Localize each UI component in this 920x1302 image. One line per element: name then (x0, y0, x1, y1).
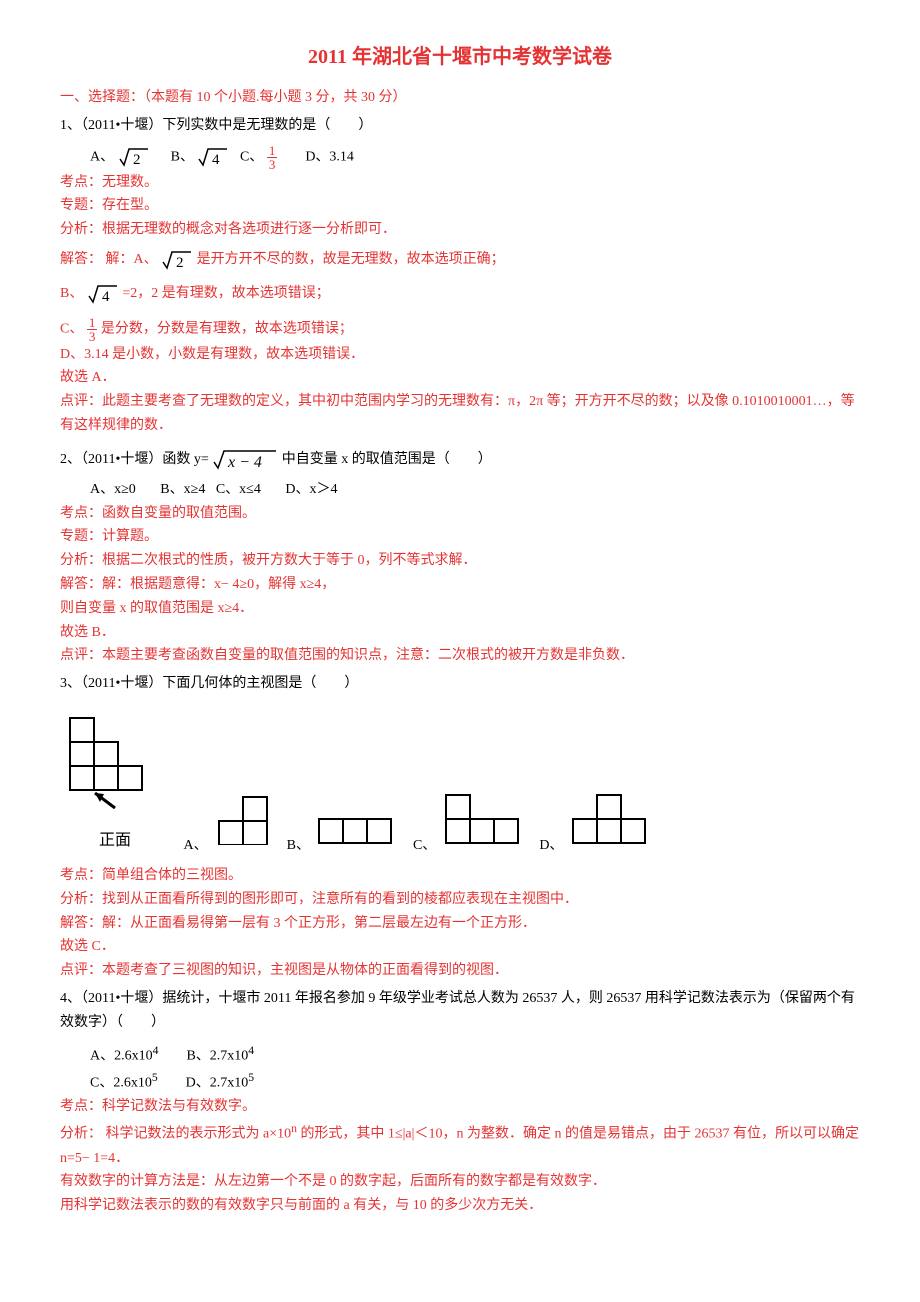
sqrt2-symbol: 2 (118, 146, 150, 168)
q3-optD-fig (569, 791, 653, 854)
q1-ans-b-prefix: B、 (60, 286, 83, 301)
q2-stem-pre: 2、（2011•十堰）函数 y= (60, 452, 209, 467)
label-type: 专题： (60, 198, 102, 213)
q1-options: A、 2 B、 4 C、 1 3 D、3.14 (90, 144, 860, 171)
q4-optA: A、2.6x10 (90, 1048, 153, 1063)
q2-label-topic: 考点： (60, 506, 102, 521)
q1-ans-b-text: =2，2 是有理数，故本选项错误； (122, 286, 329, 301)
sqrt2-ans: 2 (161, 249, 193, 271)
q3-label-comment: 点评： (60, 963, 102, 978)
q4-optC: C、2.6x10 (90, 1076, 152, 1091)
frac-den-ans: 3 (87, 330, 98, 343)
q4-label-topic: 考点： (60, 1099, 102, 1114)
label-topic: 考点： (60, 175, 102, 190)
q3-optA-label: A、 (184, 838, 208, 853)
q4-label-analysis: 分析： (60, 1127, 102, 1142)
q2-optC: C、x≤4 (216, 482, 261, 497)
q4-optB: B、2.7x10 (186, 1048, 248, 1063)
q1-ans-c-prefix: C、 (60, 321, 83, 336)
front-label: 正面 (60, 827, 170, 854)
sqrt2-radicand: 2 (133, 152, 141, 168)
q4-options: A、2.6x104 B、2.7x104 C、2.6x105 D、2.7x105 (90, 1041, 860, 1096)
frac-num: 1 (267, 144, 278, 158)
q1-ans-a-text: 是开方开不尽的数，故是无理数，故本选项正确； (197, 252, 505, 267)
q2-label-type: 专题： (60, 529, 102, 544)
q4-optA-sup: 4 (153, 1044, 159, 1057)
svg-text:4: 4 (102, 289, 110, 305)
q1-comment: 此题主要考查了无理数的定义，其中初中范围内学习的无理数有：π，2π 等；开方开不… (60, 394, 855, 433)
q3-solid: 正面 (60, 708, 170, 854)
sqrt4-ans: 4 (87, 283, 119, 305)
exam-title: 2011 年湖北省十堰市中考数学试卷 (60, 40, 860, 74)
q3-figure-row: 正面 A、 B、 C、 D、 (60, 704, 860, 858)
q1-stem: 1、（2011•十堰）下列实数中是无理数的是（ ） (60, 114, 860, 138)
frac-1-3-ans: 1 3 (87, 316, 98, 343)
sqrt4-radicand: 4 (212, 152, 220, 168)
sqrt-x-4: x − 4 (212, 448, 278, 472)
q4-stem: 4、（2011•十堰）据统计，十堰市 2011 年报名参加 9 年级学业考试总人… (60, 987, 860, 1035)
q2-analysis: 根据二次根式的性质，被开方数大于等于 0，列不等式求解． (102, 553, 477, 568)
q2-line2: 则自变量 x 的取值范围是 x≥4． (60, 597, 860, 621)
q3-label-topic: 考点： (60, 868, 102, 883)
q3-optC-label: C、 (413, 838, 436, 853)
q1-analysis: 根据无理数的概念对各选项进行逐一分析即可． (102, 222, 396, 237)
q4-analysis-p1: 科学记数法的表示形式为 a×10 (106, 1127, 292, 1142)
frac-den: 3 (267, 158, 278, 171)
q2-options: A、x≥0 B、x≥4 C、x≤4 D、x＞4 (90, 478, 860, 502)
q3-optD-label: D、 (539, 838, 563, 853)
q4-topic: 科学记数法与有效数字。 (102, 1099, 256, 1114)
q2-label-comment: 点评： (60, 648, 102, 663)
q1-optC: C、 (240, 149, 263, 164)
q1-optD: D、3.14 (305, 149, 354, 164)
q4-line3: 用科学记数法表示的数的有效数字只与前面的 a 有关，与 10 的多少次方无关． (60, 1194, 860, 1218)
q3-optA-fig (213, 795, 273, 854)
q1-final: 故选 A． (60, 366, 860, 390)
q4-optB-sup: 4 (248, 1044, 254, 1057)
q1-ans-a-prefix: 解：A、 (106, 252, 158, 267)
q2-final: 故选 B． (60, 621, 860, 645)
q2-topic: 函数自变量的取值范围。 (102, 506, 256, 521)
section-header: 一、选择题：（本题有 10 个小题.每小题 3 分，共 30 分） (60, 86, 860, 110)
q4-line2: 有效数字的计算方法是：从左边第一个不是 0 的数字起，后面所有的数字都是有效数字… (60, 1170, 860, 1194)
svg-text:2: 2 (176, 255, 184, 271)
q2-optD: D、x＞4 (285, 482, 337, 497)
q3-stem: 3、（2011•十堰）下面几何体的主视图是（ ） (60, 672, 860, 696)
frac-1-3: 1 3 (267, 144, 278, 171)
q1-ans-d: D、3.14 是小数，小数是有理数，故本选项错误． (60, 343, 860, 367)
q2-answer: 解：根据题意得：x− 4≥0，解得 x≥4， (102, 577, 335, 592)
q3-label-analysis: 分析： (60, 892, 102, 907)
label-answer: 解答： (60, 252, 102, 267)
q3-final: 故选 C． (60, 935, 860, 959)
q1-optA: A、 (90, 149, 114, 164)
q3-label-answer: 解答： (60, 916, 102, 931)
q2-stem-post: 中自变量 x 的取值范围是（ ） (282, 452, 492, 467)
q4-optD: D、2.7x10 (186, 1076, 249, 1091)
q1-optB: B、 (171, 149, 194, 164)
q1-type: 存在型。 (102, 198, 158, 213)
q3-optC-fig (442, 791, 526, 854)
q3-comment: 本题考查了三视图的知识，主视图是从物体的正面看得到的视图． (102, 963, 508, 978)
sqrt4-symbol: 4 (197, 146, 229, 168)
radicand-text: x − 4 (227, 454, 262, 471)
q4-optD-sup: 5 (248, 1071, 254, 1084)
label-analysis: 分析： (60, 222, 102, 237)
q3-analysis: 找到从正面看所得到的图形即可，注意所有的看到的棱都应表现在主视图中． (102, 892, 578, 907)
q2-optA: A、x≥0 (90, 482, 136, 497)
q2-label-answer: 解答： (60, 577, 102, 592)
q2-comment: 本题主要考查函数自变量的取值范围的知识点，注意：二次根式的被开方数是非负数． (102, 648, 634, 663)
q3-topic: 简单组合体的三视图。 (102, 868, 242, 883)
q4-optC-sup: 5 (152, 1071, 158, 1084)
q3-answer: 解：从正面看易得第一层有 3 个正方形，第二层最左边有一个正方形． (102, 916, 536, 931)
q2-label-analysis: 分析： (60, 553, 102, 568)
label-comment: 点评： (60, 394, 102, 409)
q1-topic: 无理数。 (102, 175, 158, 190)
q3-optB-label: B、 (287, 838, 310, 853)
q2-type: 计算题。 (102, 529, 158, 544)
frac-num-ans: 1 (87, 316, 98, 330)
q3-optB-fig (315, 815, 399, 854)
q2-optB: B、x≥4 (160, 482, 205, 497)
q1-ans-c-text: 是分数，分数是有理数，故本选项错误； (101, 321, 353, 336)
